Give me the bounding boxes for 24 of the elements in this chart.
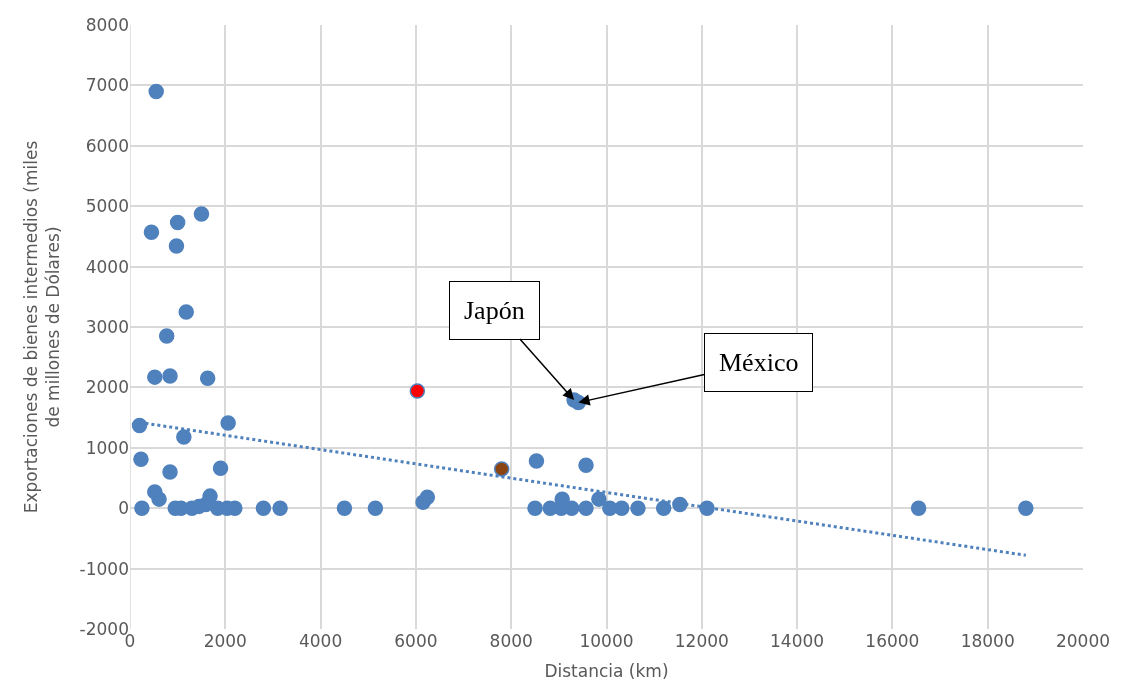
x-tick-label: 16000: [865, 631, 920, 651]
y-tick-label: 1000: [85, 437, 129, 458]
x-tick-label: 6000: [394, 631, 438, 651]
x-tick-label: 4000: [298, 631, 343, 651]
x-axis-title: Distancia (km): [544, 661, 669, 682]
y-tick-label: 4000: [85, 256, 129, 277]
y-tick-label: 0: [118, 498, 129, 519]
y-tick-label: 8000: [85, 14, 129, 35]
y-tick-label: 6000: [85, 135, 129, 156]
x-tick-label: 2000: [203, 631, 247, 651]
y-tick-label: 5000: [85, 196, 129, 217]
x-tick-label: 10000: [579, 631, 634, 651]
y-axis-title: Exportaciones de bienes intermedios (miles de millones de Dólares): [21, 140, 64, 514]
x-tick-label: 14000: [770, 631, 825, 651]
x-tick-label: 12000: [674, 631, 729, 651]
annotation: México: [719, 348, 799, 377]
x-tick-label: 20000: [1055, 631, 1111, 651]
annotation: Japón: [464, 296, 525, 325]
x-tick-label: 18000: [960, 631, 1015, 651]
x-tick-label: 8000: [489, 631, 533, 651]
y-tick-label: 7000: [85, 75, 129, 96]
y-tick-label: 2000: [85, 377, 129, 398]
y-tick-label: 3000: [85, 316, 129, 337]
y-tick-label: -1000: [79, 558, 129, 579]
